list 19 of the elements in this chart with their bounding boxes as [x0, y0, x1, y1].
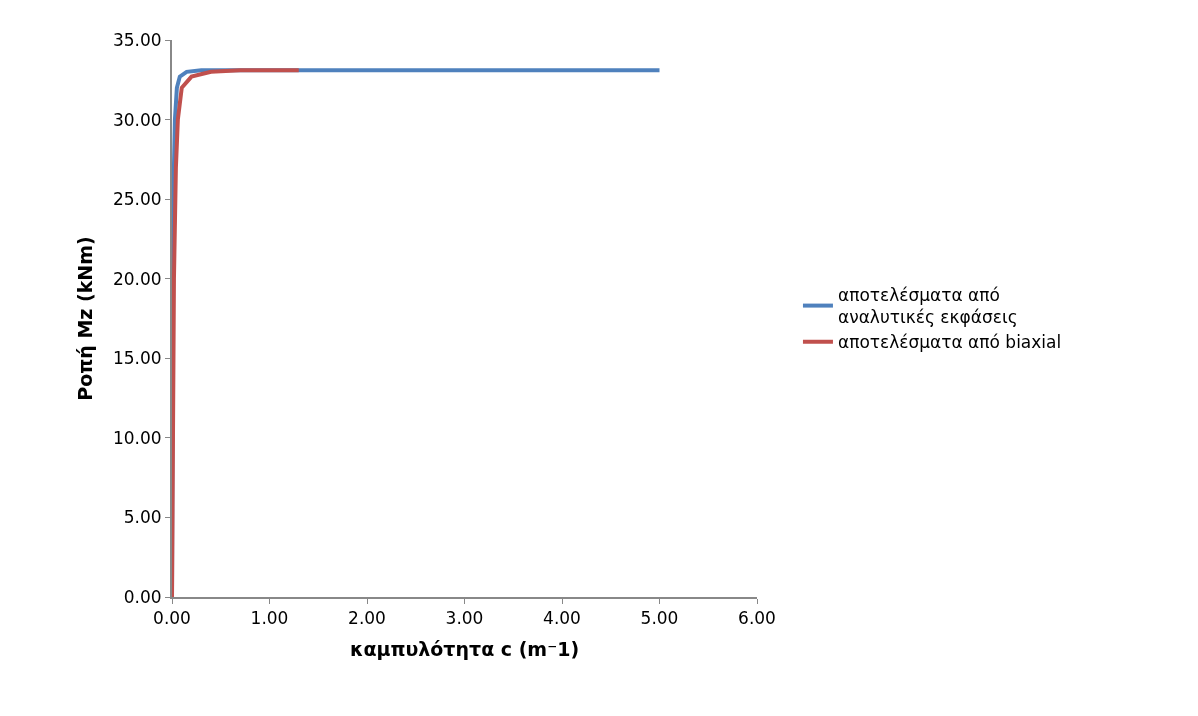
x-tick-label: 1.00: [250, 608, 289, 629]
x-tick-label: 3.00: [445, 608, 484, 629]
y-tick-label: 10.00: [112, 427, 162, 448]
y-tick-label: 30.00: [112, 109, 162, 130]
y-tick-label: 0.00: [123, 586, 162, 607]
x-tick-label: 6.00: [738, 608, 776, 629]
x-tick-label: 0.00: [153, 608, 191, 629]
y-tick-label: 5.00: [123, 507, 162, 528]
line-series: [172, 68, 301, 597]
y-tick-label: 20.00: [112, 268, 162, 289]
x-tick-label: 4.00: [543, 608, 581, 629]
legend-label: αποτελέσματα από biaxial: [837, 332, 1062, 353]
x-tick-label: 2.00: [348, 608, 386, 629]
y-axis-title: Ροπή Mz (kNm): [74, 236, 97, 401]
x-axis-title: καμπυλότητα c (m⁻1): [349, 637, 580, 660]
y-tick-label: 25.00: [112, 189, 162, 210]
y-tick-label: 15.00: [112, 348, 162, 369]
y-tick-label: 35.00: [112, 29, 162, 50]
x-tick-label: 5.00: [640, 608, 679, 629]
